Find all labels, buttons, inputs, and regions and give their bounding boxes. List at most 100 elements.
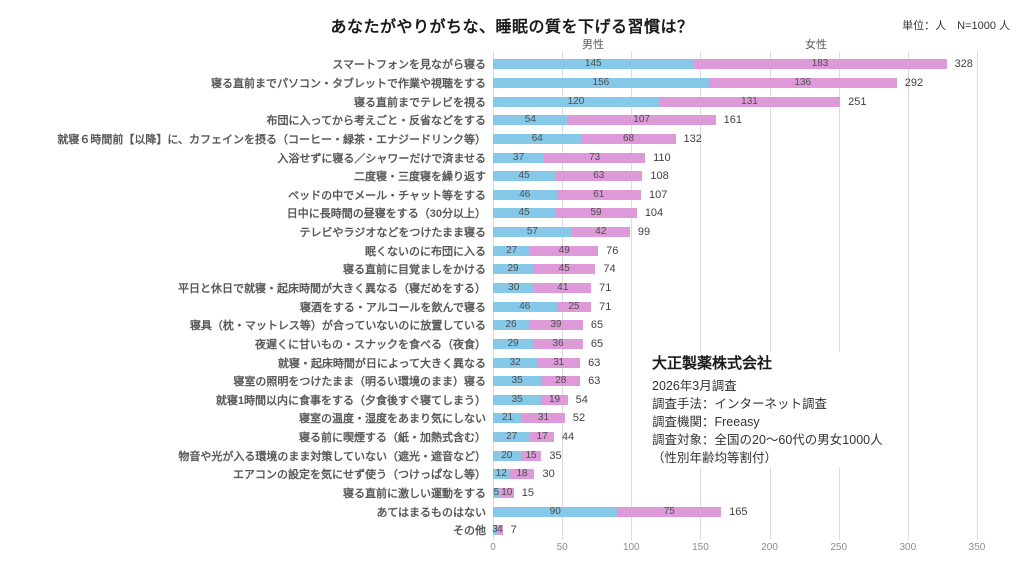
total-value-label: 7 <box>510 524 517 537</box>
category-label: 夜遅くに甘いもの・スナックを食べる（夜食） <box>255 338 486 351</box>
female-value-label: 42 <box>595 226 607 238</box>
male-value-label: 32 <box>509 356 521 368</box>
category-label: あてはまるものはない <box>376 506 486 519</box>
female-value-label: 25 <box>568 300 580 312</box>
male-value-label: 35 <box>511 375 523 387</box>
male-segment: 45 <box>493 171 556 182</box>
female-value-label: 17 <box>536 431 548 443</box>
female-value-label: 49 <box>558 244 570 256</box>
stacked-bar: 35 19 54 <box>493 393 977 406</box>
chart-row: 寝酒をする・アルコールを飲んで寝る 46 25 71 <box>0 297 1024 316</box>
total-value-label: 161 <box>723 114 742 127</box>
female-value-label: 73 <box>589 151 601 163</box>
male-value-label: 27 <box>506 431 518 443</box>
male-value-label: 12 <box>495 468 507 480</box>
female-value-label: 75 <box>663 505 675 517</box>
stacked-bar: 156 136 292 <box>493 76 977 89</box>
stacked-bar: 30 41 71 <box>493 282 977 294</box>
x-tick-label: 200 <box>761 542 778 553</box>
female-value-label: 31 <box>553 356 565 368</box>
female-segment: 131 <box>658 96 841 107</box>
x-tick-label: 100 <box>622 542 640 553</box>
category-label: 就寝・起床時間が日によって大きく異なる <box>277 357 486 370</box>
female-segment: 4 <box>497 524 503 536</box>
gridline-100 <box>631 51 633 540</box>
annotation-line: 調査対象：全国の20～60代の男女1000人 <box>652 433 883 447</box>
female-value-label: 15 <box>525 449 537 461</box>
x-axis: 0 50 100 150 200 250 300 350 <box>490 542 985 556</box>
category-label: 寝る前に喫煙する（紙・加熱式含む） <box>299 432 486 445</box>
female-segment: 61 <box>556 188 641 200</box>
chart-row: 日中に長時間の昼寝をする（30分以上） 45 59 104 <box>0 204 1024 223</box>
chart-row: 就寝1時間以内に食事をする（夕食後すぐ寝てしまう） 35 19 54 <box>0 391 1024 410</box>
male-value-label: 46 <box>519 188 531 200</box>
annotation-line: （性別年齢均等割付） <box>652 451 778 465</box>
total-value-label: 132 <box>683 132 702 145</box>
company-name: 大正製薬株式会社 <box>652 355 773 372</box>
chart-row: 二度寝・三度寝を繰り返す 45 63 108 <box>0 167 1024 186</box>
gridline-150 <box>700 51 702 540</box>
chart-row: 就寝６時間前【以降】に、カフェインを摂る（コーヒー・緑茶・エナジードリンク等） 6… <box>0 130 1024 149</box>
female-value-label: 4 <box>497 524 503 536</box>
chart-row: 物音や光が入る環境のまま対策していない（遮光・遮音など） 20 15 35 <box>0 446 1024 465</box>
stacked-bar: 64 68 132 <box>493 132 977 145</box>
male-segment: 37 <box>493 152 545 163</box>
chart-row: 寝具（枕・マットレス等）が合っていないのに放置している 26 39 65 <box>0 316 1024 335</box>
category-label: 就寝1時間以内に食事をする（夕食後すぐ寝てしまう） <box>215 394 486 407</box>
female-segment: 18 <box>509 469 535 480</box>
chart-row: 寝る直前に激しい運動をする 5 10 15 <box>0 484 1024 503</box>
female-value-label: 183 <box>811 58 829 70</box>
male-value-label: 46 <box>519 300 531 312</box>
stacked-bar: 29 36 65 <box>493 337 977 350</box>
total-value-label: 104 <box>644 207 664 220</box>
plot-gridlines <box>493 51 978 540</box>
female-value-label: 61 <box>593 188 605 200</box>
male-segment: 29 <box>493 338 534 349</box>
female-value-label: 39 <box>550 319 562 331</box>
total-value-label: 110 <box>653 151 671 164</box>
total-value-label: 52 <box>572 412 586 425</box>
category-label: 眠くないのに布団に入る <box>365 245 486 258</box>
total-value-label: 328 <box>954 58 973 71</box>
female-segment: 49 <box>530 244 599 256</box>
female-segment: 19 <box>541 393 568 405</box>
category-label: 寝室の温度・湿度をあまり気にしない <box>299 413 486 426</box>
total-value-label: 251 <box>848 95 867 108</box>
male-value-label: 64 <box>531 132 543 144</box>
total-value-label: 165 <box>729 505 748 518</box>
stacked-bar: 145 183 328 <box>493 58 977 71</box>
total-value-label: 107 <box>648 188 668 201</box>
annotation-line: 2026年3月調査 <box>652 379 737 393</box>
female-value-label: 19 <box>548 393 561 405</box>
chart-row: テレビやラジオなどをつけたまま寝る 57 42 99 <box>0 223 1024 242</box>
legend-female-label: 女性 <box>805 39 827 51</box>
total-value-label: 15 <box>521 487 534 500</box>
female-segment: 10 <box>499 488 514 499</box>
chart-row: 就寝・起床時間が日によって大きく異なる 32 31 63 <box>0 353 1024 372</box>
male-segment: 32 <box>493 356 538 368</box>
female-value-label: 36 <box>552 337 564 349</box>
category-label: 二度寝・三度寝を繰り返す <box>354 171 486 184</box>
x-tick-label: 300 <box>899 542 917 553</box>
annotation-line: 調査手法：インターネット調査 <box>652 397 828 411</box>
chart-row: スマートフォンを見ながら寝る 145 183 328 <box>0 55 1024 74</box>
male-segment: 120 <box>493 95 659 107</box>
stacked-bar: 35 28 63 <box>493 375 977 387</box>
male-value-label: 3 <box>492 524 498 536</box>
female-segment: 28 <box>541 376 581 387</box>
female-segment: 75 <box>617 505 722 517</box>
category-label: 寝室の照明をつけたまま（明るい環境のまま）寝る <box>233 376 486 389</box>
chart-row: 寝室の温度・湿度をあまり気にしない 21 31 52 <box>0 409 1024 428</box>
male-segment: 27 <box>493 245 531 256</box>
female-value-label: 45 <box>558 263 570 275</box>
total-value-label: 65 <box>590 337 604 350</box>
chart-row: 入浴せずに寝る／シャワーだけで済ませる 37 73 110 <box>0 148 1024 167</box>
stacked-bar: 90 75 165 <box>493 505 977 518</box>
male-value-label: 120 <box>567 95 585 107</box>
total-value-label: 292 <box>904 76 924 89</box>
male-segment: 21 <box>493 413 523 424</box>
chart-row: エアコンの設定を気にせず使う（つけっぱなし等） 12 18 30 <box>0 465 1024 484</box>
chart-row: 寝る直前に目覚ましをかける 29 45 74 <box>0 260 1024 279</box>
chart-row: 平日と休日で就寝・起床時間が大きく異なる（寝だめをする） 30 41 71 <box>0 279 1024 298</box>
